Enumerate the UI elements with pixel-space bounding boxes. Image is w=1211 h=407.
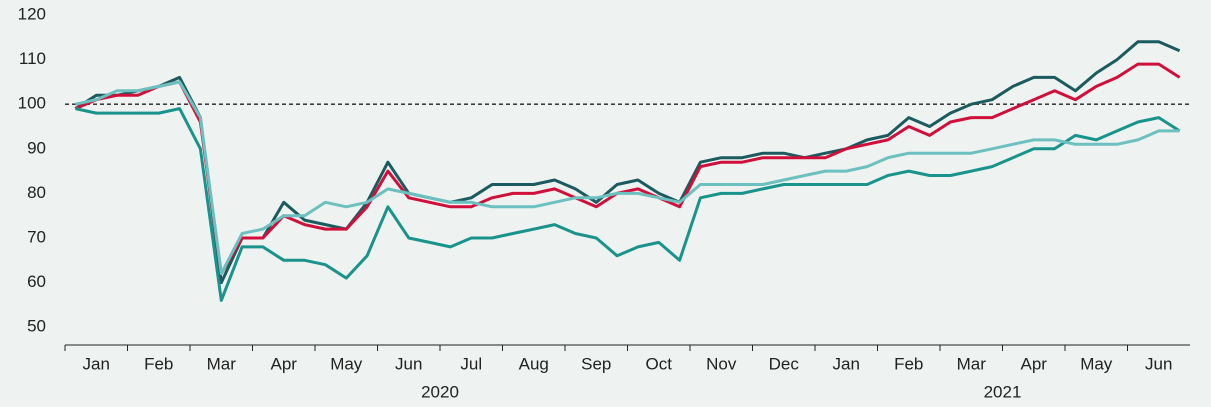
x-tick-label: May bbox=[1080, 354, 1113, 373]
x-tick-label: Jun bbox=[395, 354, 422, 373]
x-tick-label: Jan bbox=[83, 354, 110, 373]
x-tick-label: Aug bbox=[519, 354, 549, 373]
y-tick-label: 70 bbox=[27, 227, 46, 246]
x-tick-label: Jul bbox=[460, 354, 482, 373]
x-tick-label: Sep bbox=[581, 354, 611, 373]
year-label: 2020 bbox=[421, 382, 459, 401]
y-tick-label: 110 bbox=[19, 49, 46, 68]
x-tick-label: Jan bbox=[833, 354, 860, 373]
x-tick-label: Mar bbox=[207, 354, 237, 373]
y-tick-label: 120 bbox=[18, 4, 46, 23]
x-tick-label: Feb bbox=[894, 354, 923, 373]
x-tick-label: Oct bbox=[646, 354, 673, 373]
y-tick-label: 60 bbox=[27, 272, 46, 291]
series-line bbox=[75, 107, 1181, 302]
year-label: 2021 bbox=[984, 382, 1022, 401]
x-tick-label: Feb bbox=[144, 354, 173, 373]
y-tick-label: 100 bbox=[18, 94, 46, 113]
y-tick-label: 90 bbox=[27, 138, 46, 157]
x-tick-label: Apr bbox=[271, 354, 298, 373]
series-line bbox=[74, 62, 1181, 276]
x-tick-label: Jun bbox=[1145, 354, 1172, 373]
x-tick-label: Dec bbox=[769, 354, 800, 373]
y-tick-label: 50 bbox=[27, 317, 46, 336]
x-tick-label: Apr bbox=[1021, 354, 1048, 373]
y-tick-label: 80 bbox=[27, 183, 46, 202]
x-tick-label: Nov bbox=[706, 354, 737, 373]
x-tick-label: Mar bbox=[957, 354, 987, 373]
series-line bbox=[75, 80, 1180, 276]
x-tick-label: May bbox=[330, 354, 363, 373]
